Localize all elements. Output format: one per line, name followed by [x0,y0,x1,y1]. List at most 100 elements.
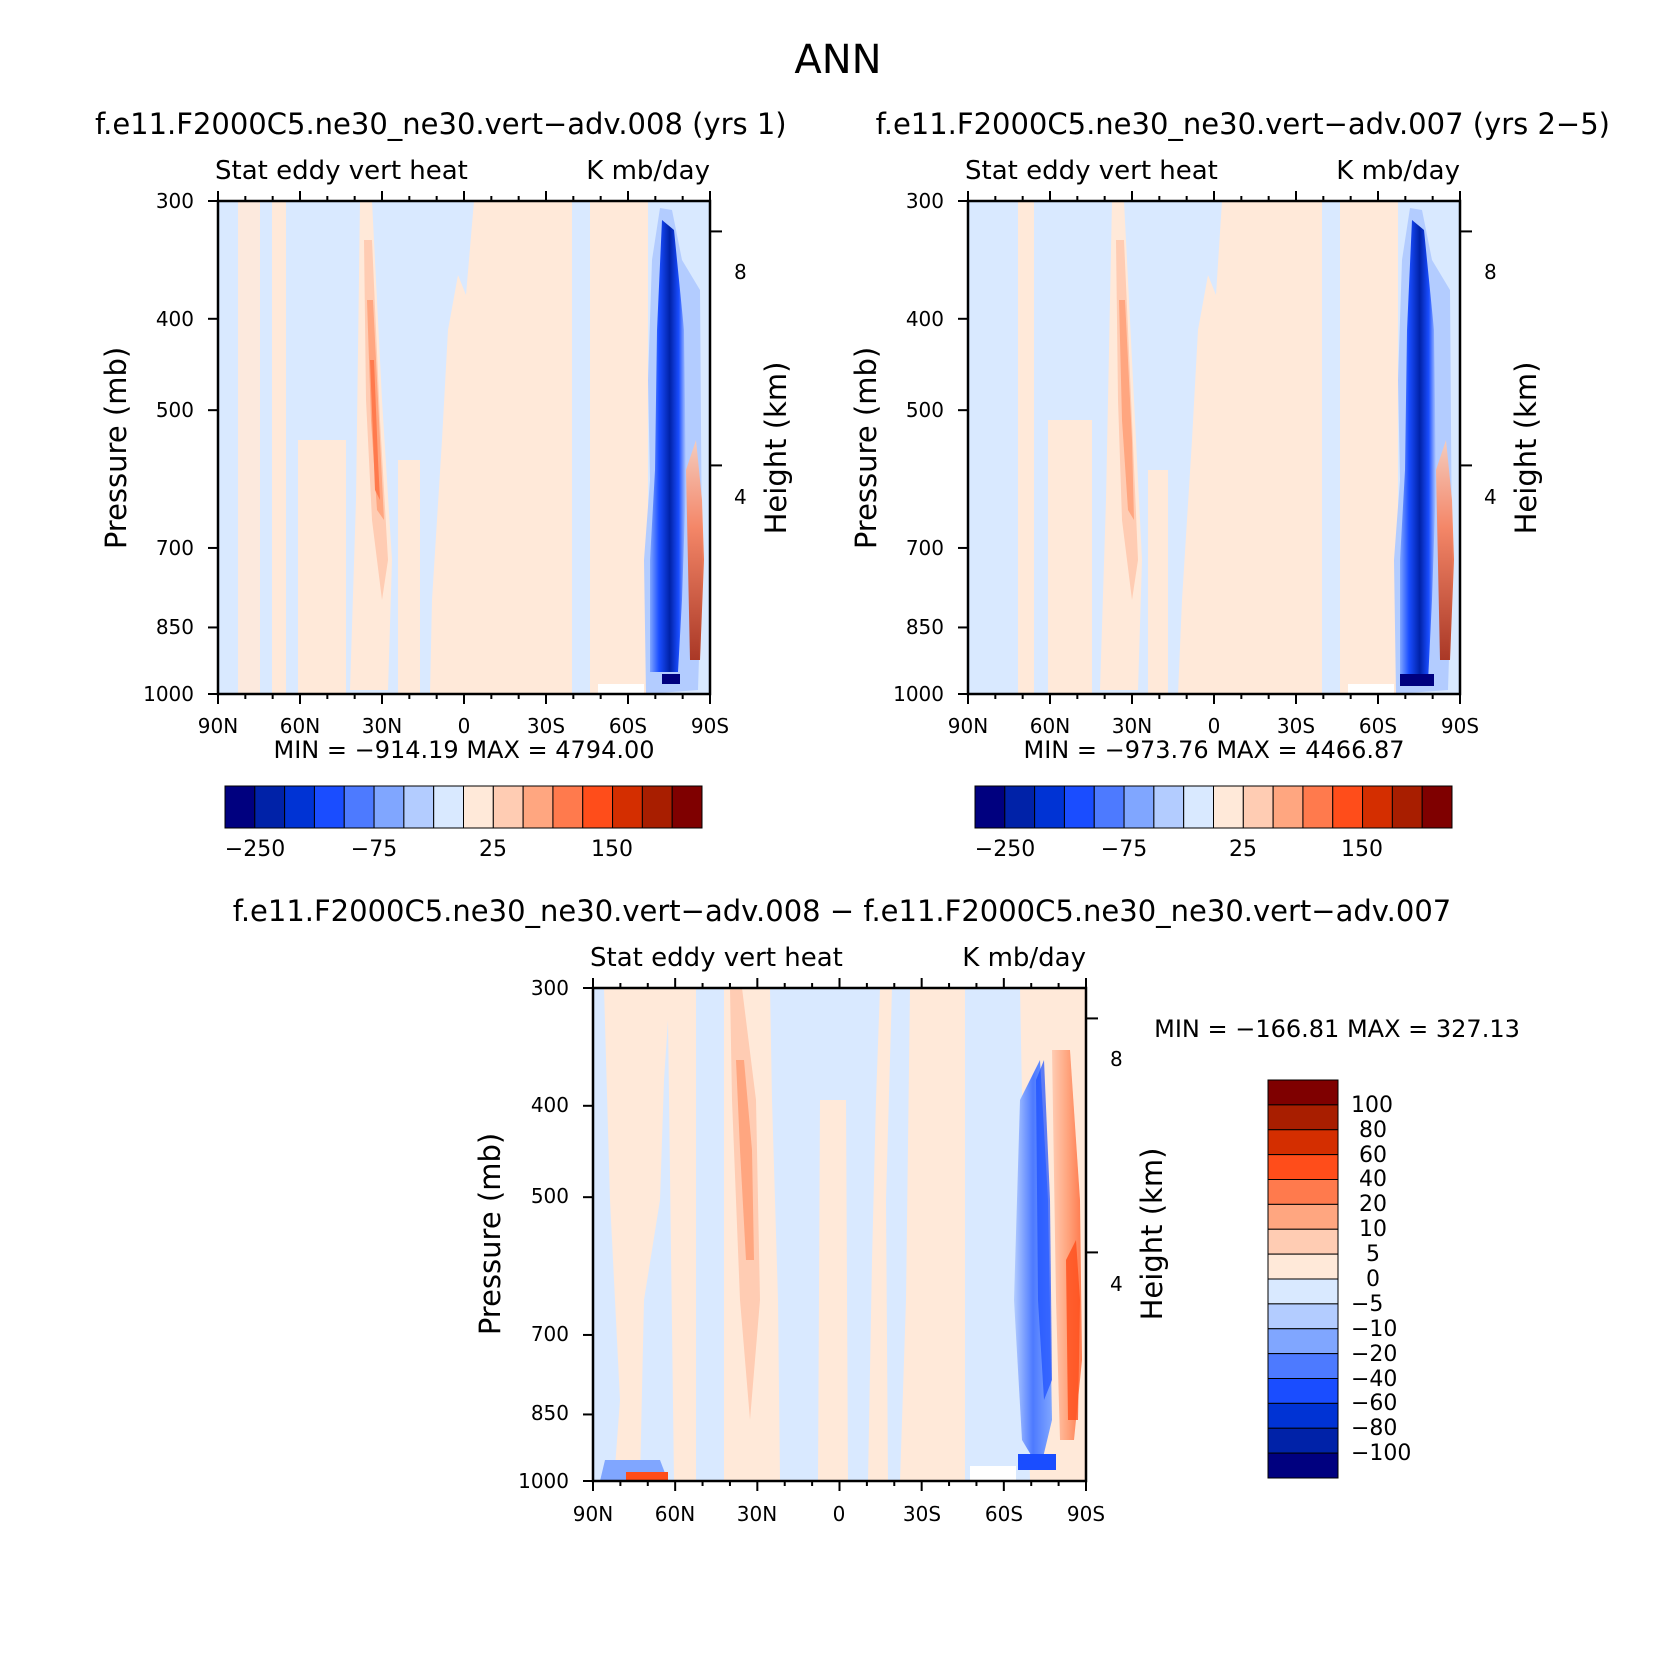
panel-2-ylabel: Pressure (mb) [849,347,883,549]
x-tick-label: 30S [903,1502,941,1526]
colorbar-swatch [612,785,643,829]
colorbar-label: 40 [1359,1167,1387,1192]
colorbar-swatch [1267,1253,1339,1280]
colorbar-swatch [492,785,524,829]
colorbar-label: 20 [1359,1192,1387,1217]
panel-2: f.e11.F2000C5.ne30_ne30.vert−adv.007 (yr… [849,107,1610,862]
colorbar-swatch [224,785,256,829]
colorbar-swatch [1332,785,1364,829]
colorbar-swatch [1267,1427,1339,1454]
colorbar-swatch [433,785,464,829]
page-title: ANN [794,37,881,83]
y-tick-label: 400 [906,307,944,331]
panel-3-plot-area [591,986,1088,1483]
y2-tick-label: 8 [1110,1047,1123,1071]
colorbar-swatch [373,785,405,829]
x-tick-label: 60S [609,714,647,738]
y2-tick-label: 4 [1484,485,1497,509]
y2-tick-label: 8 [734,260,747,284]
panel-2-x-ticks: 90N 60N 30N 0 30S 60S 90S [948,714,1479,738]
x-tick-label: 30N [362,714,402,738]
y-tick-label: 300 [531,976,569,1000]
x-tick-label: 90S [691,714,729,738]
y-tick-label: 300 [156,189,194,213]
panel-2-case-title: f.e11.F2000C5.ne30_ne30.vert−adv.007 (yr… [876,107,1610,141]
colorbar-swatch [313,785,345,829]
x-tick-label: 60N [280,714,320,738]
colorbar-label: 150 [1341,837,1383,862]
colorbar-label: −75 [351,837,397,862]
panel-3-case-title: f.e11.F2000C5.ne30_ne30.vert−adv.008 − f… [233,894,1452,928]
colorbar-label: 5 [1366,1242,1380,1267]
panel-3-ylabel: Pressure (mb) [473,1133,507,1335]
panel-1-y-ticks: 300 400 500 700 850 1000 8 4 [143,189,747,706]
panel-1: f.e11.F2000C5.ne30_ne30.vert−adv.008 (yr… [95,107,793,862]
colorbar-label: −100 [1351,1441,1411,1466]
colorbar-swatch [1267,1303,1339,1330]
panel-2-colorbar: −250 −75 25 150 [975,837,1383,862]
colorbar-label: −10 [1351,1317,1397,1342]
y-tick-label: 400 [531,1093,569,1117]
y-tick-label: 500 [906,398,944,422]
colorbar-swatch [1267,1278,1339,1305]
colorbar-label: 60 [1359,1143,1387,1168]
colorbar-label: 0 [1366,1267,1380,1292]
colorbar-swatch [1267,1452,1339,1479]
y-tick-label: 500 [531,1184,569,1208]
panel-3-x-ticks: 90N 60N 30N 0 30S 60S 90S [573,1502,1105,1526]
colorbar-swatch [974,785,1006,829]
x-tick-label: 0 [833,1502,846,1526]
y-tick-label: 700 [531,1322,569,1346]
panel-3-right-string: K mb/day [962,943,1086,973]
y2-tick-label: 8 [1484,260,1497,284]
panel-3-min-max: MIN = −166.81 MAX = 327.13 [1154,1015,1520,1043]
y-tick-label: 500 [156,398,194,422]
x-tick-label: 90S [1441,714,1479,738]
colorbar-swatch [1267,1228,1339,1255]
colorbar-swatch [1272,785,1304,829]
colorbar-swatch [552,785,584,829]
colorbar-swatch [1267,1378,1339,1404]
panel-1-colorbar: −250 −75 25 150 [225,837,633,862]
colorbar-swatch [1242,785,1274,829]
x-tick-label: 60S [1359,714,1397,738]
x-tick-label: 90N [198,714,238,738]
panel-2-left-string: Stat eddy vert heat [965,156,1218,186]
colorbar-label: 25 [479,837,507,862]
y-tick-label: 1000 [518,1469,569,1493]
colorbar-label: −40 [1351,1367,1397,1392]
colorbar-swatch [1421,785,1453,829]
colorbar-label: 80 [1359,1118,1387,1143]
x-tick-label: 60N [1030,714,1070,738]
panel-3-left-string: Stat eddy vert heat [590,943,843,973]
panel-3-colorbar: 100 80 60 40 20 10 5 0 −5 −10 −20 −40 −6… [1351,1093,1411,1466]
colorbar-label: 100 [1351,1093,1393,1118]
panel-2-min-max: MIN = −973.76 MAX = 4466.87 [1024,736,1405,764]
colorbar-swatch [403,785,435,829]
y2-tick-label: 4 [734,485,747,509]
panel-1-left-string: Stat eddy vert heat [215,156,468,186]
colorbar-swatch [1063,785,1095,829]
panel-3-ylabel-right: Height (km) [1135,1148,1169,1321]
x-tick-label: 30N [1112,714,1152,738]
panel-1-x-ticks: 90N 60N 30N 0 30S 60S 90S [198,714,729,738]
colorbar-swatch [1362,785,1393,829]
colorbar-label: −20 [1351,1342,1397,1367]
y-tick-label: 700 [156,536,194,560]
y-tick-label: 1000 [143,682,194,706]
y2-tick-label: 4 [1110,1272,1123,1296]
y-tick-label: 400 [156,307,194,331]
x-tick-label: 30S [527,714,565,738]
panel-3: f.e11.F2000C5.ne30_ne30.vert−adv.008 − f… [233,894,1520,1526]
panel-1-min-max: MIN = −914.19 MAX = 4794.00 [274,736,655,764]
x-tick-label: 30S [1277,714,1315,738]
y-tick-label: 850 [906,615,944,639]
panel-1-ylabel-right: Height (km) [759,362,793,535]
colorbar-swatch [1267,1104,1339,1131]
x-tick-label: 90N [948,714,988,738]
colorbar-swatch [671,785,703,829]
colorbar-label: −75 [1101,837,1147,862]
colorbar-swatch [1123,785,1155,829]
x-tick-label: 0 [458,714,471,738]
colorbar-swatch [1267,1079,1339,1106]
